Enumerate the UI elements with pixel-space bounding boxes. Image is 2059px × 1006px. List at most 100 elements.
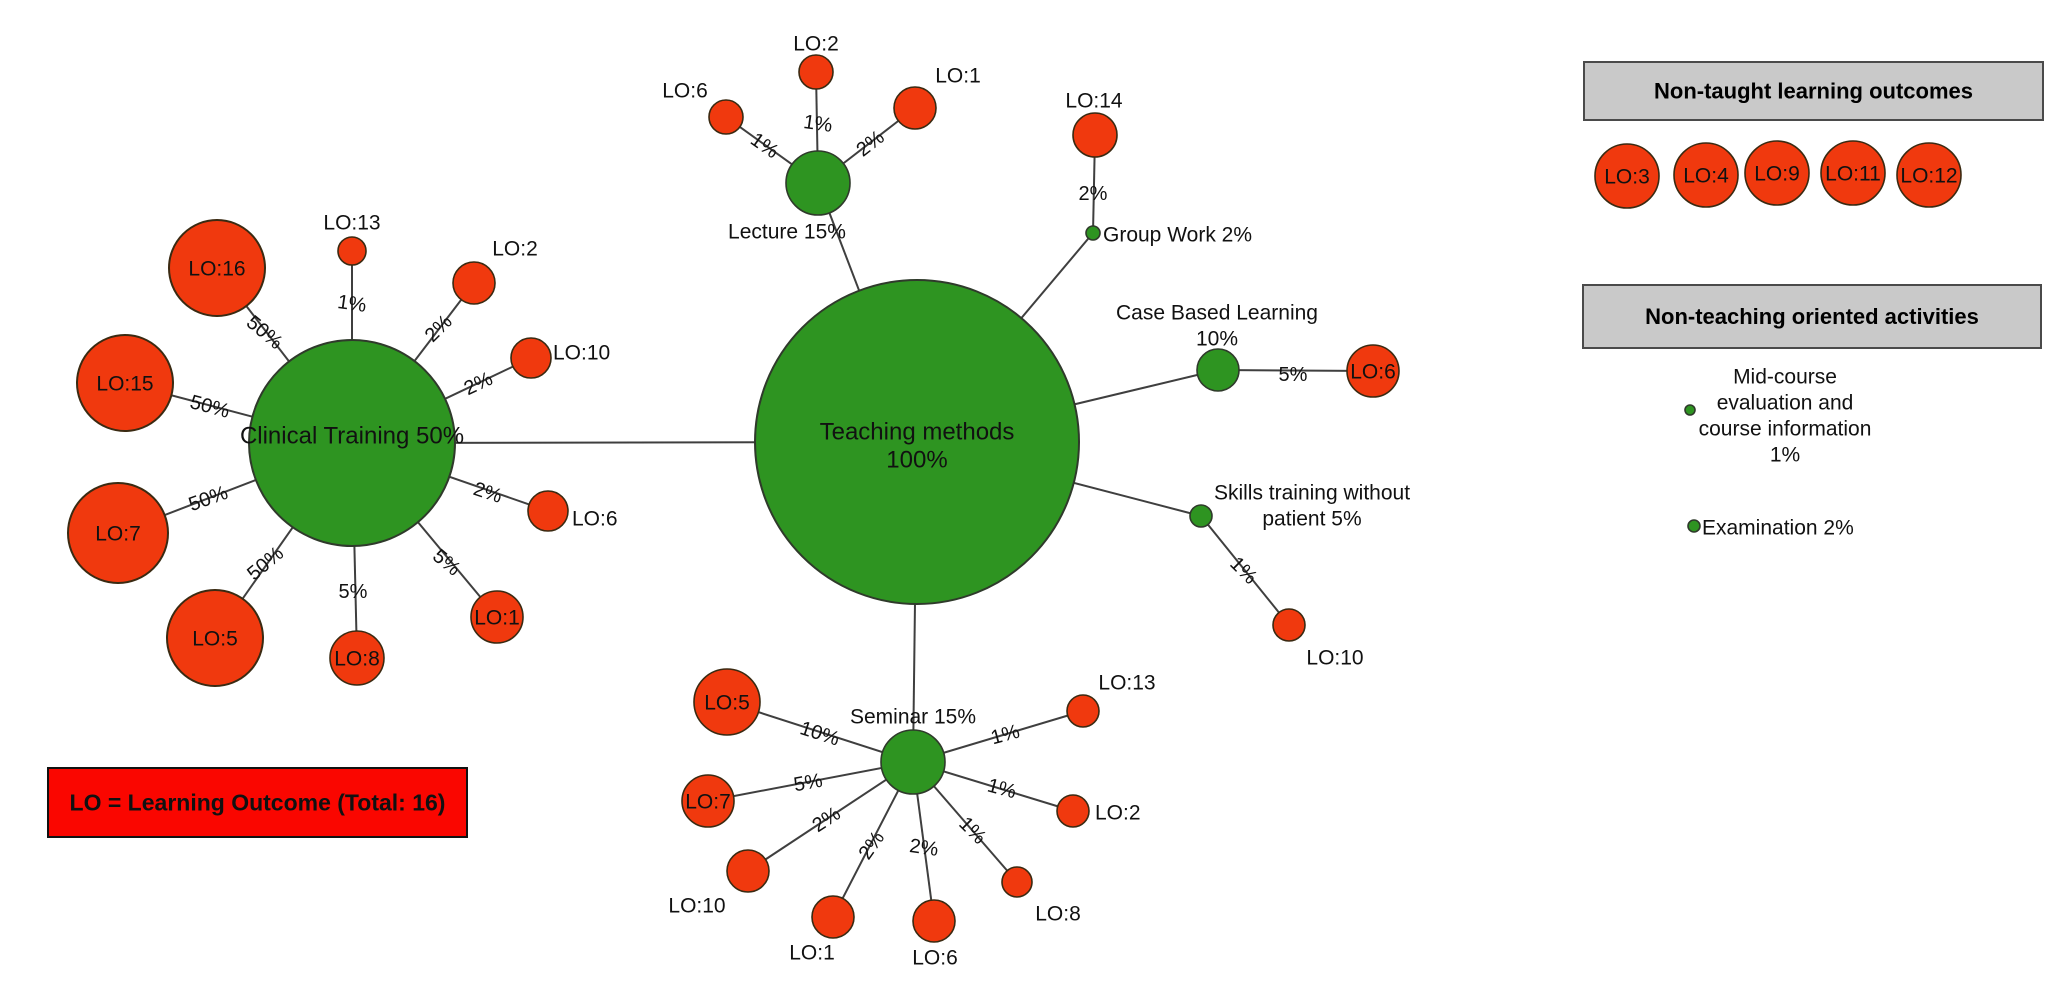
node-lo5-clinical-node-label: LO:5 <box>192 627 238 650</box>
node-lo5-seminar-node <box>693 668 761 736</box>
lo2-clinical-label: LO:2 <box>492 237 538 260</box>
non-taught-header-text: Non-taught learning outcomes <box>1654 79 1973 104</box>
edge-label-clinical-lo2: 2% <box>421 311 457 347</box>
lo2-lecture-label: LO:2 <box>793 32 839 55</box>
edge-label-lecture-lo2: 1% <box>802 111 834 137</box>
node-lo7-clinical-node-label: LO:7 <box>95 522 141 545</box>
lo6-clinical-label: LO:6 <box>572 507 618 530</box>
lo6-seminar-label: LO:6 <box>912 946 958 969</box>
edge-seminar-lo10 <box>747 761 914 872</box>
lo13-seminar-label: LO:13 <box>1098 671 1155 694</box>
node-lo1-clinical-node <box>470 590 524 644</box>
cbl-label-line2: 10% <box>1196 327 1238 350</box>
node-lo6-cbl-node-label: LO:6 <box>1350 360 1396 383</box>
cbl-label-line1: Case Based Learning <box>1116 301 1318 324</box>
node-lo5-seminar-node-label: LO:5 <box>704 691 750 714</box>
node-lo12-panel-node <box>1896 142 1962 208</box>
lecture-label: Lecture 15% <box>728 220 846 243</box>
node-lo7-clinical-node <box>67 482 169 584</box>
edge-label-clinical-lo6: 2% <box>471 478 505 508</box>
node-lo15-clinical-node-label: LO:15 <box>96 372 153 395</box>
non-teaching-header-text: Non-teaching oriented activities <box>1645 304 1979 329</box>
edge-label-seminar-lo7: 5% <box>792 770 825 797</box>
node-teaching-methods-node-label: 100% <box>886 446 947 473</box>
lo8-seminar-label: LO:8 <box>1035 902 1081 925</box>
node-lo15-clinical-node <box>76 334 174 432</box>
node-lo6-lecture-node <box>708 99 744 135</box>
node-lo4-panel-node-label: LO:4 <box>1683 164 1729 187</box>
edge-label-clinical-lo10: 2% <box>461 368 497 400</box>
node-lo6-seminar-node <box>912 899 956 943</box>
edge-label-seminar-lo6: 2% <box>908 835 940 861</box>
node-case-based-learning-node <box>1196 348 1240 392</box>
lo2-seminar-label: LO:2 <box>1095 801 1141 824</box>
lo13-clinical-label: LO:13 <box>323 211 380 234</box>
node-lo4-panel-node <box>1673 142 1739 208</box>
node-lo2-clinical-node <box>452 261 496 305</box>
seminar-label: Seminar 15% <box>850 705 976 728</box>
node-lo5-clinical-node <box>166 589 264 687</box>
midcourse-label-line2: evaluation and <box>1717 391 1854 414</box>
node-lecture-node <box>785 150 851 216</box>
lo14-label: LO:14 <box>1065 89 1123 112</box>
edge-seminar-lo7 <box>707 761 914 802</box>
lo6-lecture-label: LO:6 <box>662 79 708 102</box>
node-lo1-clinical-node-label: LO:1 <box>474 606 520 629</box>
lo10-seminar-label: LO:10 <box>668 894 725 917</box>
midcourse-label-line4: 1% <box>1770 443 1800 466</box>
edge-label-clinical-lo15: 50% <box>188 391 233 423</box>
edge-label-cbl-lo6: 5% <box>1279 364 1308 386</box>
node-lo13-seminar-node <box>1066 694 1100 728</box>
node-lo7-seminar-node-label: LO:7 <box>685 790 731 813</box>
edge-label-seminar-lo10: 2% <box>808 803 844 837</box>
node-lo2-seminar-node <box>1056 794 1090 828</box>
node-lo3-panel-node-label: LO:3 <box>1604 165 1650 188</box>
edge-label-clinical-lo1: 5% <box>428 545 464 581</box>
node-seminar-node <box>880 729 946 795</box>
node-lo14-groupwork-node <box>1072 112 1118 158</box>
node-lo8-seminar-node <box>1001 866 1033 898</box>
lo1-lecture-label: LO:1 <box>935 64 981 87</box>
node-lo16-clinical-node-label: LO:16 <box>188 257 245 280</box>
node-lo6-clinical-node <box>527 490 569 532</box>
node-lo1-seminar-node <box>811 895 855 939</box>
midcourse-label-line1: Mid-course <box>1733 365 1837 388</box>
node-lo16-clinical-node <box>168 219 266 317</box>
node-clinical-training-node-label: Clinical Training 50% <box>240 422 464 449</box>
examination-label: Examination 2% <box>1702 516 1854 539</box>
node-lo1-lecture-node <box>893 86 937 130</box>
node-lo8-clinical-node <box>329 630 385 686</box>
non-taught-header-box <box>1583 61 2044 121</box>
node-lo10-skills-node <box>1272 608 1306 642</box>
node-skills-training-node <box>1189 504 1213 528</box>
node-midcourse-dot <box>1684 404 1696 416</box>
lo10-clinical-label: LO:10 <box>553 341 610 364</box>
lo10-skills-label: LO:10 <box>1306 646 1363 669</box>
node-lo10-seminar-node <box>726 849 770 893</box>
node-lo3-panel-node <box>1594 143 1660 209</box>
node-teaching-methods-node <box>754 279 1080 605</box>
edge-skills-lo10 <box>1200 515 1290 626</box>
non-teaching-header-box <box>1582 284 2042 349</box>
edge-label-lecture-lo6: 1% <box>746 129 782 164</box>
edge-label-seminar-lo1: 2% <box>855 827 890 863</box>
edge-label-clinical-lo8: 5% <box>339 581 368 603</box>
edge-label-seminar-lo5: 10% <box>797 717 842 750</box>
node-lo11-panel-node-label: LO:11 <box>1825 162 1881 185</box>
node-group-work-node <box>1085 225 1101 241</box>
node-lo8-clinical-node-label: LO:8 <box>334 647 380 670</box>
skills-label-line2: patient 5% <box>1262 507 1361 530</box>
node-lo13-clinical-node <box>337 236 367 266</box>
lo-legend-box <box>47 767 468 838</box>
node-lo7-seminar-node <box>681 774 735 828</box>
node-lo11-panel-node <box>1820 140 1886 206</box>
edge-label-seminar-lo8: 1% <box>954 813 990 849</box>
node-examination-dot <box>1687 519 1701 533</box>
node-teaching-methods-node-label: Teaching methods <box>820 418 1015 445</box>
midcourse-label-line3: course information <box>1699 417 1872 440</box>
lo1-seminar-label: LO:1 <box>789 941 835 964</box>
node-lo12-panel-node-label: LO:12 <box>1900 164 1957 187</box>
skills-label-line1: Skills training without <box>1214 481 1410 504</box>
